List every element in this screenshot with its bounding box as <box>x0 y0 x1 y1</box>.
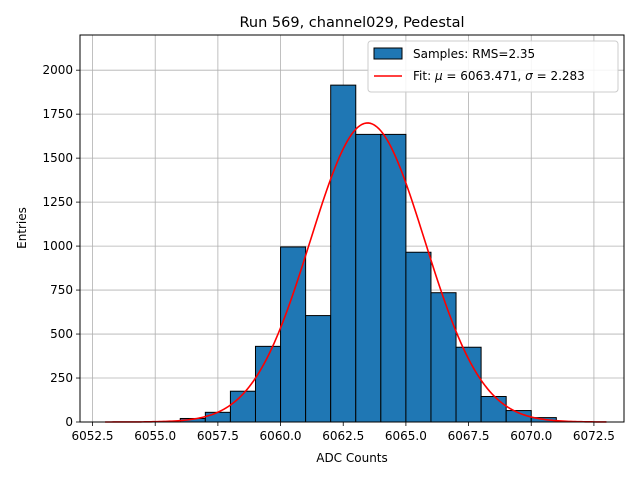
y-tick-label: 1750 <box>42 107 73 121</box>
y-tick-label: 2000 <box>42 63 73 77</box>
gaussian-fit-line <box>105 122 607 423</box>
x-tick-label: 6052.5 <box>72 429 114 443</box>
legend-mu-value: = 6063.471, <box>443 69 526 83</box>
y-tick-label: 1000 <box>42 239 73 253</box>
histogram-bar <box>330 84 357 423</box>
histogram-bar <box>380 133 407 423</box>
x-tick-label: 6072.5 <box>573 429 615 443</box>
x-axis-label: ADC Counts <box>316 451 388 465</box>
y-axis-label: Entries <box>15 207 29 249</box>
legend-samples-label: Samples: RMS=2.35 <box>413 47 535 61</box>
chart-title: Run 569, channel029, Pedestal <box>239 15 464 31</box>
histogram-bar <box>355 133 382 423</box>
histogram-bars <box>179 84 557 423</box>
histogram-bar <box>254 345 282 423</box>
y-tick-label: 250 <box>50 371 73 385</box>
legend: Samples: RMS=2.35 Fit: μ = 6063.471, σ =… <box>367 40 619 93</box>
x-tick-label: 6065.0 <box>385 429 427 443</box>
legend-fit-label: Fit: μ = 6063.471, σ = 2.283 <box>413 69 585 83</box>
legend-sigma-value: = 2.283 <box>533 69 585 83</box>
x-axis-ticks: 6052.5 6055.0 6057.5 6060.0 6062.5 6065.0 6067… <box>72 422 615 443</box>
x-tick-label: 6055.0 <box>134 429 176 443</box>
legend-fit-prefix: Fit: <box>413 69 435 83</box>
y-axis-ticks: 0 250 500 750 1000 1250 1500 1750 2000 <box>42 63 80 429</box>
y-tick-label: 1500 <box>42 151 73 165</box>
y-tick-label: 0 <box>65 415 73 429</box>
legend-box <box>367 40 619 93</box>
histogram-bar <box>280 246 307 423</box>
y-tick-label: 750 <box>50 283 73 297</box>
x-tick-label: 6067.5 <box>448 429 490 443</box>
x-tick-label: 6057.5 <box>197 429 239 443</box>
plot-frame <box>79 34 625 423</box>
legend-samples-swatch <box>373 47 403 60</box>
histogram-bar <box>430 292 457 423</box>
y-tick-label: 500 <box>50 327 73 341</box>
legend-mu-symbol: μ <box>434 69 443 83</box>
histogram-bar <box>480 395 507 423</box>
histogram-bar <box>204 411 231 423</box>
y-tick-label: 1250 <box>42 195 73 209</box>
legend-sigma-symbol: σ <box>525 69 533 83</box>
x-tick-label: 6060.0 <box>260 429 302 443</box>
histogram-bar <box>405 251 432 423</box>
x-tick-label: 6062.5 <box>322 429 364 443</box>
histogram-bar <box>229 390 256 423</box>
x-tick-label: 6070.0 <box>510 429 552 443</box>
histogram-bar <box>305 315 332 423</box>
